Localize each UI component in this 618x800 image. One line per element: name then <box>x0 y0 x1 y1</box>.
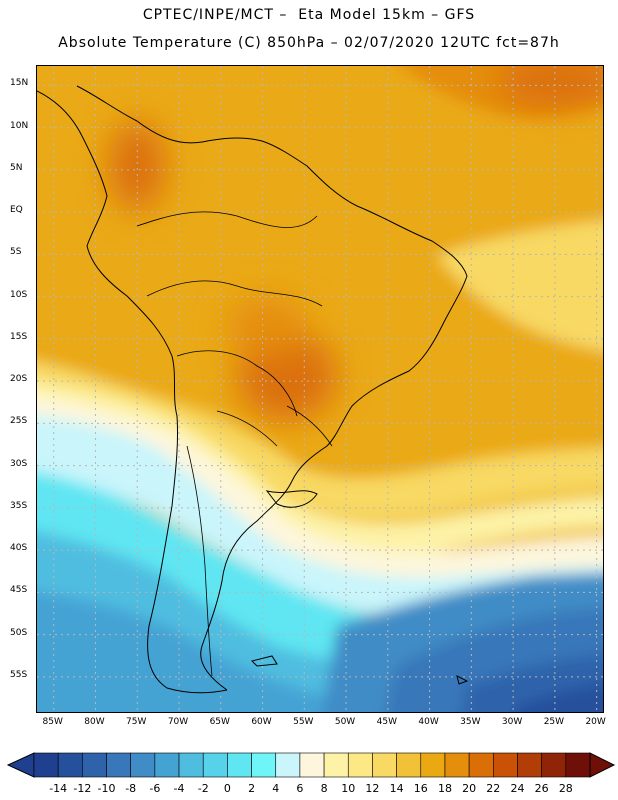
lat-label: 35S <box>10 500 28 511</box>
colorbar-tick-label: 28 <box>558 782 573 795</box>
colorbar-swatch <box>227 752 252 778</box>
colorbar-swatch <box>444 752 470 778</box>
lat-label: 5N <box>10 162 23 173</box>
lon-label: 50W <box>334 717 356 727</box>
colorbar-swatch <box>396 752 422 778</box>
colorbar-swatch <box>275 752 301 778</box>
colorbar-swatch <box>202 752 228 778</box>
title-line-1: CPTEC/INPE/MCT – Eta Model 15km – GFS <box>142 7 476 23</box>
colorbar-swatch <box>154 752 180 778</box>
colorbar-tick-label: 26 <box>534 782 549 795</box>
lat-label: 40S <box>10 543 28 554</box>
lon-label: 65W <box>209 717 230 727</box>
colorbar-min-arrow <box>6 752 35 778</box>
colorbar-swatch <box>493 752 518 778</box>
colorbar-swatch <box>347 752 373 778</box>
lon-label: 60W <box>251 717 272 727</box>
colorbar-tick-label: 12 <box>365 782 380 795</box>
colorbar-tick-label: 2 <box>248 782 256 795</box>
colorbar-tick-label: 18 <box>437 782 452 795</box>
lat-label: 20S <box>10 374 28 385</box>
colorbar-max-arrow <box>589 752 616 778</box>
coastline <box>37 85 469 694</box>
lon-label: 70W <box>167 717 189 727</box>
colorbar-tick-label: -4 <box>173 782 185 795</box>
lat-label: 30S <box>10 458 28 469</box>
lon-label: 20W <box>585 717 606 727</box>
lat-label: 15S <box>10 331 28 342</box>
colorbar-swatch <box>299 752 325 778</box>
colorbar <box>6 752 616 778</box>
lat-label: 50S <box>10 627 28 638</box>
colorbar-tick-label: -6 <box>149 782 161 795</box>
colorbar-swatch <box>372 752 397 778</box>
lat-label: 45S <box>10 585 28 596</box>
country-borders <box>136 211 333 677</box>
colorbar-tick-label: -12 <box>73 782 92 795</box>
lon-label: 85W <box>42 717 63 727</box>
colorbar-swatch <box>517 752 542 778</box>
lon-label: 35W <box>460 717 481 727</box>
lon-label: 30W <box>501 717 523 727</box>
colorbar-swatch <box>57 752 83 778</box>
colorbar-tick-label: 8 <box>320 782 328 795</box>
colorbar-tick-label: 16 <box>413 782 428 795</box>
colorbar-swatch <box>251 752 277 778</box>
colorbar-tick-label: -10 <box>97 782 116 795</box>
title-line-2: Absolute Temperature (C) 850hPa – 02/07/… <box>58 35 560 51</box>
lat-label: 10N <box>10 120 29 131</box>
colorbar-tick-label: -2 <box>197 782 209 795</box>
lat-label: 15N <box>10 78 29 89</box>
graticule <box>37 66 603 712</box>
colorbar-swatch <box>565 752 591 778</box>
colorbar-tick-label: 10 <box>341 782 356 795</box>
lon-label: 80W <box>84 717 105 727</box>
colorbar-swatch <box>106 752 131 778</box>
colorbar-swatch <box>323 752 349 778</box>
lon-label: 75W <box>126 717 147 727</box>
lat-label: 10S <box>10 289 28 300</box>
lon-label: 25W <box>543 717 565 727</box>
colorbar-swatch <box>420 752 446 778</box>
colorbar-swatch <box>130 752 156 778</box>
colorbar-swatch <box>541 752 567 778</box>
lat-label: 5S <box>10 247 22 258</box>
lon-label: 55W <box>293 717 314 727</box>
colorbar-tick-label: 20 <box>462 782 477 795</box>
lat-label: 25S <box>10 416 28 427</box>
temperature-map[interactable] <box>36 65 604 713</box>
colorbar-swatch <box>82 752 107 778</box>
colorbar-tick-label: 14 <box>389 782 404 795</box>
colorbar-tick-label: 4 <box>272 782 280 795</box>
lon-label: 40W <box>418 717 439 727</box>
colorbar-tick-label: 6 <box>296 782 304 795</box>
lon-label: 45W <box>376 717 397 727</box>
colorbar-tick-label: -14 <box>49 782 68 795</box>
lat-label: EQ <box>10 205 23 216</box>
colorbar-tick-label: 24 <box>510 782 525 795</box>
colorbar-tick-label: 0 <box>223 782 231 795</box>
colorbar-tick-label: -8 <box>125 782 137 795</box>
colorbar-tick-label: 22 <box>486 782 501 795</box>
colorbar-swatch <box>468 752 494 778</box>
colorbar-swatch <box>33 752 59 778</box>
warm-spots <box>109 66 603 421</box>
lat-label: 55S <box>10 669 28 680</box>
colorbar-swatch <box>178 752 204 778</box>
